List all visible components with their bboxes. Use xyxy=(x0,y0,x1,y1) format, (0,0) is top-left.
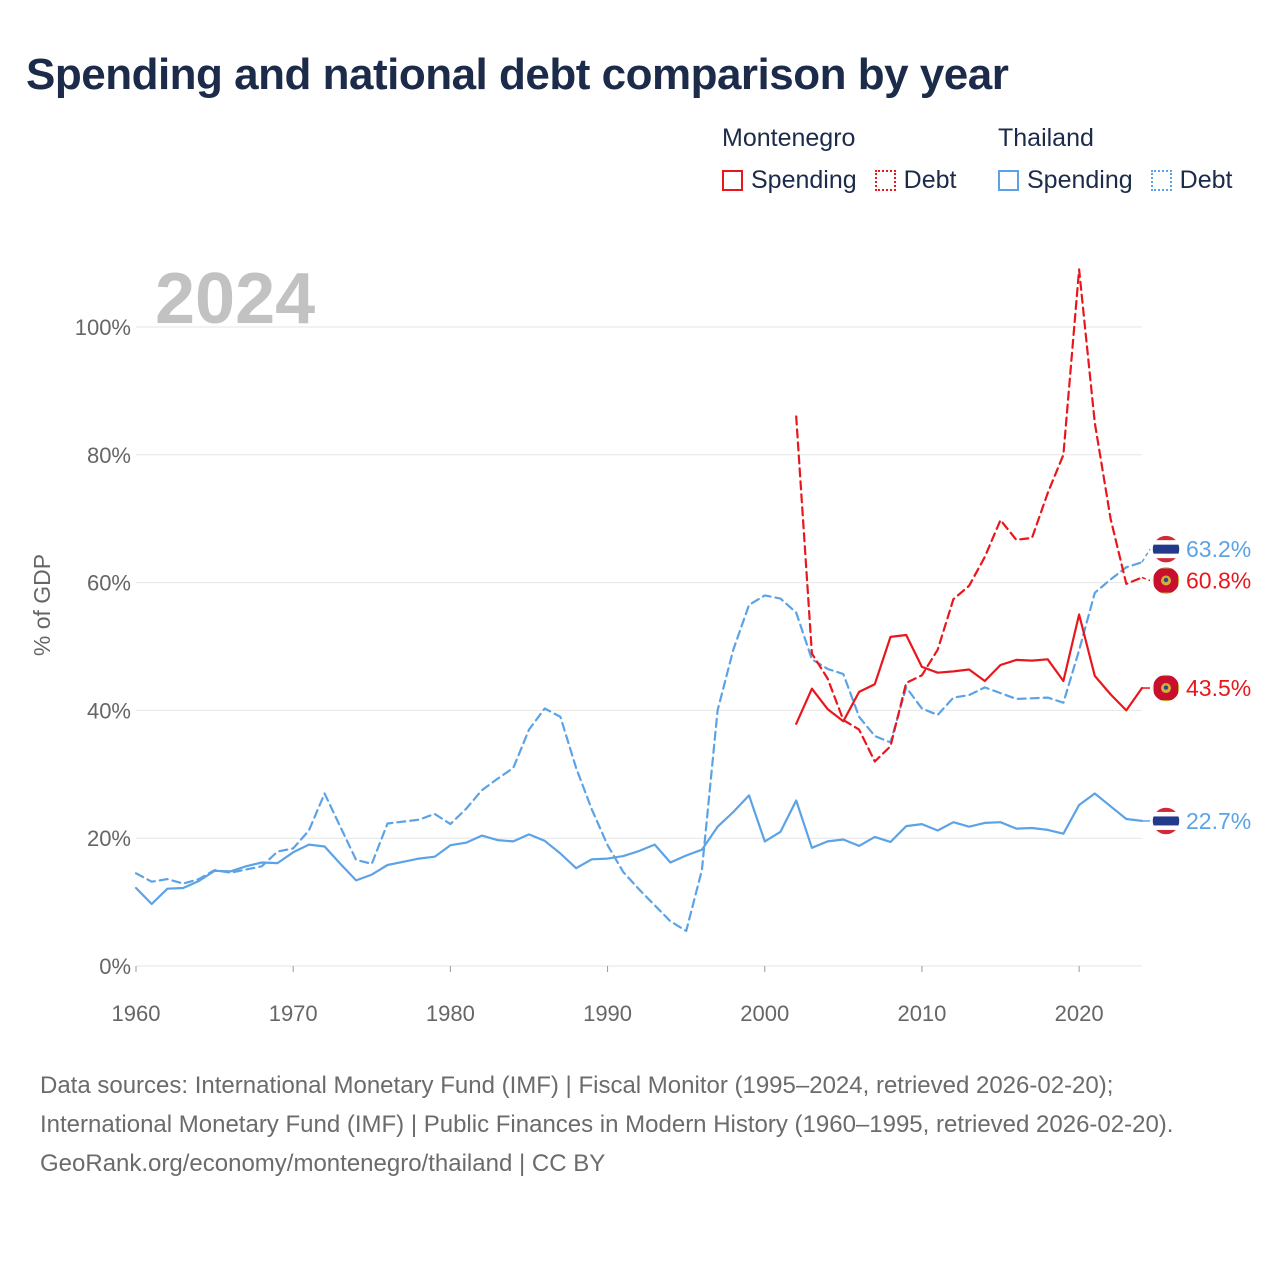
x-tick-label: 1980 xyxy=(426,1001,475,1026)
legend-thailand-debt[interactable]: Debt xyxy=(1150,166,1233,195)
y-tick-label: 0% xyxy=(99,954,131,979)
sources-text: Data sources: International Monetary Fun… xyxy=(40,1072,1174,1138)
legend-group-name: Montenegro xyxy=(722,124,856,152)
x-tick-label: 2000 xyxy=(740,1001,789,1026)
y-tick-label: 40% xyxy=(87,698,131,723)
legend-montenegro-spending[interactable]: Spending xyxy=(722,166,857,195)
legend-label: Debt xyxy=(903,166,957,194)
x-tick-label: 1960 xyxy=(112,1001,161,1026)
chart-title: Spending and national debt comparison by… xyxy=(26,50,1009,99)
x-tick-label: 2020 xyxy=(1055,1001,1104,1026)
legend-swatch-dotted xyxy=(874,170,896,191)
legend-label: Debt xyxy=(1179,166,1233,194)
y-axis-label: % of GDP xyxy=(29,554,55,656)
legend-swatch-solid xyxy=(722,170,743,191)
y-tick-label: 60% xyxy=(87,571,131,596)
end-value-label: 63.2% xyxy=(1186,536,1251,562)
current-year-label: 2024 xyxy=(155,259,315,339)
legend-swatch-dotted xyxy=(1150,170,1172,191)
end-value-label: 22.7% xyxy=(1186,808,1251,834)
legend-group-montenegro: Montenegro Spending Debt xyxy=(722,124,974,195)
series-layer xyxy=(134,268,1144,932)
grid: 0% 20% 40% 60% 80% 100% 1960 1970 1980 1990 2000 20… xyxy=(75,315,1142,1026)
end-connector xyxy=(1141,548,1151,563)
end-labels: 22.7% 63.2% 43.5% 60.8% xyxy=(1141,534,1251,836)
montenegro-flag-icon xyxy=(1151,565,1181,596)
y-tick-label: 100% xyxy=(75,315,131,340)
end-value-label: 43.5% xyxy=(1186,675,1251,701)
x-tick-label: 2010 xyxy=(897,1001,946,1026)
series-line-montenegro-spending[interactable] xyxy=(795,613,1144,725)
legend-label: Spending xyxy=(1027,166,1133,194)
line-chart: 0% 20% 40% 60% 80% 100% 1960 1970 1980 1990 2000 20… xyxy=(29,259,1251,1026)
data-sources: Data sources: International Monetary Fun… xyxy=(40,1066,1240,1183)
attribution-link[interactable]: GeoRank.org/economy/montenegro/thailand … xyxy=(40,1150,606,1177)
y-tick-label: 80% xyxy=(87,443,131,468)
x-tick-label: 1970 xyxy=(269,1001,318,1026)
montenegro-flag-icon xyxy=(1151,673,1181,703)
legend-swatch-solid xyxy=(998,170,1019,191)
legend-group-name: Thailand xyxy=(998,124,1094,152)
legend-label: Spending xyxy=(751,166,857,194)
y-tick-label: 20% xyxy=(87,826,131,851)
series-line-thailand-debt[interactable] xyxy=(134,561,1144,932)
thailand-flag-icon xyxy=(1151,806,1181,836)
thailand-flag-icon xyxy=(1151,534,1181,564)
x-tick-label: 1990 xyxy=(583,1001,632,1026)
legend-montenegro-debt[interactable]: Debt xyxy=(874,166,957,195)
end-value-label: 60.8% xyxy=(1186,567,1251,593)
end-connector xyxy=(1141,576,1151,582)
series-line-montenegro-debt[interactable] xyxy=(795,268,1144,763)
legend-group-thailand: Thailand Spending Debt xyxy=(998,124,1250,195)
legend-thailand-spending[interactable]: Spending xyxy=(998,166,1133,195)
series-line-thailand-spending[interactable] xyxy=(134,792,1144,906)
